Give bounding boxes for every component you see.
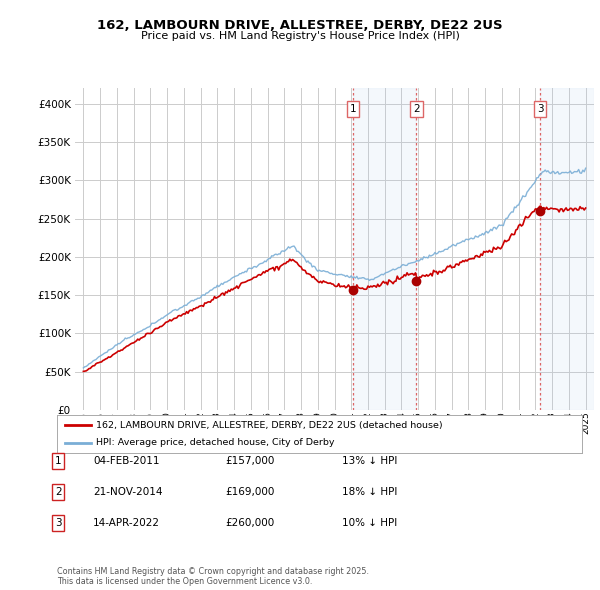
Text: 162, LAMBOURN DRIVE, ALLESTREE, DERBY, DE22 2US: 162, LAMBOURN DRIVE, ALLESTREE, DERBY, D… — [97, 19, 503, 32]
Bar — [353, 88, 416, 410]
Text: 10% ↓ HPI: 10% ↓ HPI — [342, 518, 397, 527]
Bar — [540, 88, 594, 410]
Text: 3: 3 — [537, 104, 544, 114]
Text: 21-NOV-2014: 21-NOV-2014 — [93, 487, 163, 497]
Text: 3: 3 — [55, 518, 62, 527]
Text: 2: 2 — [55, 487, 62, 497]
Text: Price paid vs. HM Land Registry's House Price Index (HPI): Price paid vs. HM Land Registry's House … — [140, 31, 460, 41]
Text: Contains HM Land Registry data © Crown copyright and database right 2025.
This d: Contains HM Land Registry data © Crown c… — [57, 567, 369, 586]
Text: 162, LAMBOURN DRIVE, ALLESTREE, DERBY, DE22 2US (detached house): 162, LAMBOURN DRIVE, ALLESTREE, DERBY, D… — [97, 421, 443, 430]
Text: 2: 2 — [413, 104, 419, 114]
Text: 13% ↓ HPI: 13% ↓ HPI — [342, 457, 397, 466]
Text: £157,000: £157,000 — [225, 457, 274, 466]
Text: 14-APR-2022: 14-APR-2022 — [93, 518, 160, 527]
Text: 1: 1 — [349, 104, 356, 114]
Text: 04-FEB-2011: 04-FEB-2011 — [93, 457, 160, 466]
Text: 1: 1 — [55, 457, 62, 466]
Text: £169,000: £169,000 — [225, 487, 274, 497]
Text: £260,000: £260,000 — [225, 518, 274, 527]
Text: HPI: Average price, detached house, City of Derby: HPI: Average price, detached house, City… — [97, 438, 335, 447]
Text: 18% ↓ HPI: 18% ↓ HPI — [342, 487, 397, 497]
